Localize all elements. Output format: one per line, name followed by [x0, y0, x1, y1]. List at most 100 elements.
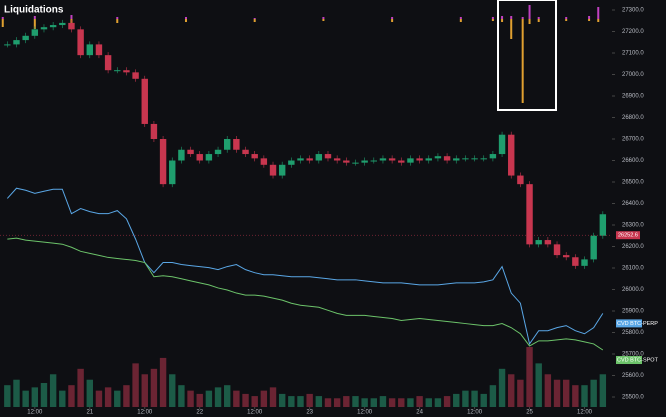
volume-bar: [453, 393, 460, 407]
long-liquidation: [521, 19, 524, 103]
candle: [526, 184, 533, 245]
volume-bar: [114, 390, 121, 407]
candle: [315, 154, 323, 161]
candle: [370, 160, 378, 162]
volume-bar: [526, 347, 533, 407]
candle: [343, 160, 350, 163]
candle: [297, 158, 304, 161]
candle: [114, 70, 121, 72]
candle: [68, 22, 75, 30]
volume-bar: [324, 398, 332, 407]
volume-bar: [517, 379, 524, 407]
volume-bar: [489, 385, 497, 407]
candle: [388, 158, 396, 161]
volume-bar: [123, 385, 130, 407]
volume-bar: [306, 393, 313, 407]
volume-bar: [297, 396, 304, 407]
volume-bar: [86, 379, 93, 407]
x-tick-label: 22: [196, 410, 203, 416]
volume-bar: [4, 385, 11, 407]
short-liquidation: [253, 18, 256, 19]
candle: [132, 72, 139, 79]
long-liquidation: [491, 19, 494, 21]
candle: [425, 158, 432, 161]
x-tick-label: 12:00: [577, 410, 593, 416]
volume-bar: [13, 379, 20, 407]
long-liquidation: [510, 19, 513, 39]
candle: [443, 156, 451, 161]
volume-bar: [269, 387, 277, 407]
candle: [205, 154, 213, 161]
volume-bar: [104, 387, 112, 407]
legend-tag: [616, 319, 642, 328]
volume-bar: [443, 396, 451, 407]
short-liquidation: [184, 17, 187, 19]
candle: [40, 27, 48, 30]
volume-bar: [40, 383, 48, 407]
short-liquidation: [501, 16, 504, 19]
volume-bar: [251, 396, 258, 407]
volume-bar: [159, 357, 167, 407]
last-price-label: 26252.6: [618, 233, 638, 239]
y-tick-label: 27100.0: [622, 51, 644, 57]
candle: [434, 156, 442, 159]
candle: [86, 44, 93, 56]
y-tick-label: 26500.0: [622, 180, 644, 186]
volume-bar: [544, 374, 552, 407]
volume-bar: [132, 363, 139, 407]
volume-bar: [388, 398, 396, 407]
candle: [233, 138, 240, 150]
y-tick-label: 26800.0: [622, 115, 644, 121]
candle: [141, 78, 148, 124]
candle: [398, 160, 405, 163]
candle: [599, 214, 607, 236]
volume-bar: [361, 398, 368, 407]
candle: [196, 154, 203, 161]
long-liquidation: [33, 19, 36, 29]
volume-bar: [288, 396, 295, 407]
candle: [471, 158, 478, 160]
volume-bar: [398, 398, 405, 407]
short-liquidation: [521, 17, 524, 19]
short-liquidation: [588, 16, 591, 19]
candle: [251, 154, 258, 159]
short-liquidation: [528, 5, 531, 19]
candle: [562, 255, 570, 258]
y-tick-label: 25900.0: [622, 309, 644, 315]
volume-bar: [278, 393, 286, 407]
candle: [572, 257, 579, 266]
volume-bar: [22, 390, 29, 407]
candle: [590, 235, 597, 260]
volume-bar: [407, 398, 414, 407]
x-tick-label: 12:00: [27, 410, 43, 416]
volume-bar: [95, 390, 103, 407]
volume-bar: [572, 385, 579, 407]
volume-bar: [425, 398, 432, 407]
candle: [544, 240, 552, 245]
long-liquidation: [184, 19, 187, 22]
candle: [535, 240, 542, 245]
short-liquidation: [459, 17, 462, 19]
candle: [150, 123, 158, 139]
volume-bar: [31, 387, 39, 407]
cvd-line: [6, 187, 604, 346]
candle: [31, 29, 39, 36]
candle: [13, 40, 20, 45]
short-liquidation: [33, 16, 36, 19]
candle: [453, 158, 460, 161]
long-liquidation: [391, 19, 394, 22]
candle: [278, 164, 286, 176]
candle: [480, 158, 487, 160]
volume-bar: [242, 393, 249, 407]
y-tick-label: 25800.0: [622, 330, 644, 336]
y-tick-label: 25700.0: [622, 352, 644, 358]
candle: [169, 160, 176, 185]
volume-bar: [49, 374, 57, 407]
long-liquidation: [588, 19, 591, 21]
volume-bar: [343, 396, 350, 407]
x-tick-label: 24: [416, 410, 423, 416]
candle: [178, 149, 185, 161]
candle: [104, 55, 112, 71]
